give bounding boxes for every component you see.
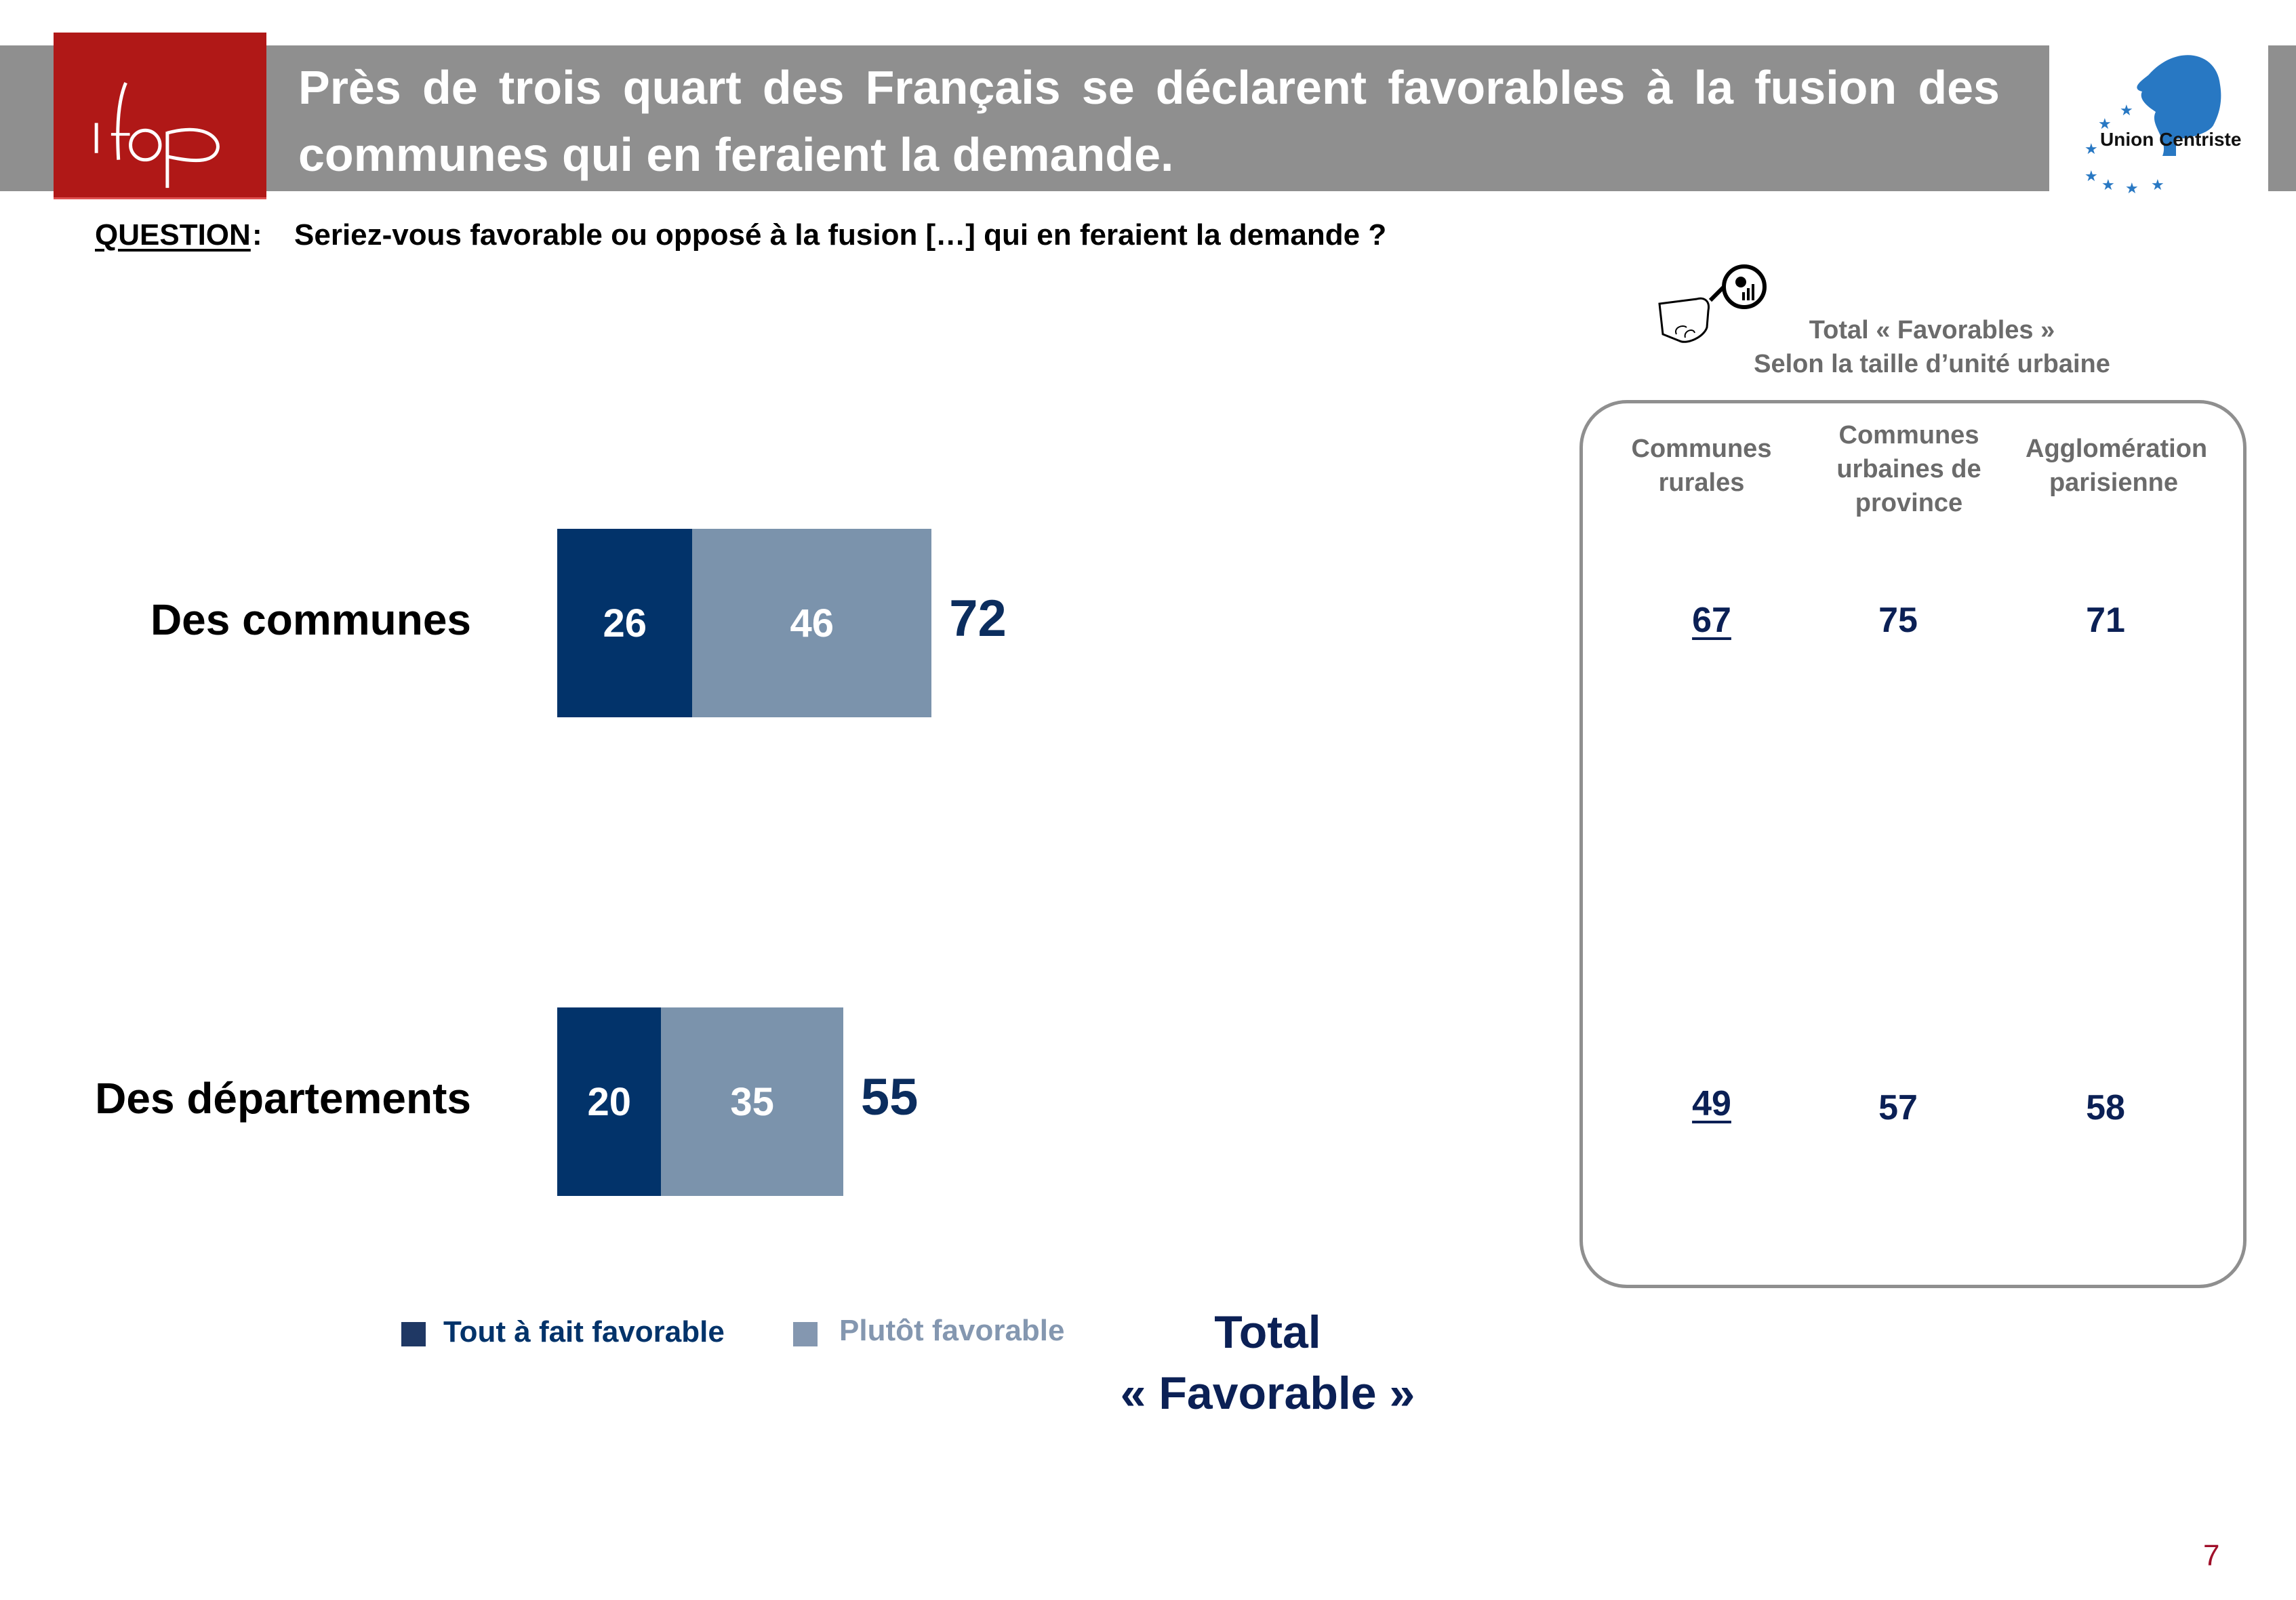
bar-segment-tout-a-fait: 20 [557,1007,662,1196]
magnifier-hand-icon [1646,260,1775,361]
union-centriste-logo: ★ ★ ★ ★ ★ ★ ★ [2074,37,2251,200]
column-header-agglomeration-parisienne: Agglomération parisienne [2026,432,2208,500]
bar-total-label: 55 [860,1068,919,1126]
bar-value-label: 26 [603,601,647,645]
question-text: Seriez-vous favorable ou opposé à la fus… [294,218,1387,252]
category-label: Des départements [95,1074,471,1123]
side-panel-title-line1: Total « Favorables » [1809,316,2055,344]
stacked-bar-chart: Des communes 26 46 72 Des départements 20 35 55 [95,529,1007,1196]
total-favorable-line2: « Favorable » [1120,1367,1415,1419]
slide-title: Près de trois quart des Français se décl… [298,61,2000,181]
bar-segment-plutot: 35 [661,1007,843,1196]
bar-value-label: 46 [790,601,834,645]
column-header-communes-urbaines: Communes urbaines de province [1821,418,1997,520]
svg-text:★: ★ [2084,168,2098,185]
cell-communes-rurales-communes: 67 [1692,601,1731,640]
svg-text:★: ★ [2098,116,2112,133]
header-band-right [2268,45,2296,191]
bar-segment-tout-a-fait: 26 [557,529,693,717]
column-header-line: rurales [1658,468,1745,497]
category-label: Des communes [150,595,471,644]
ifop-logo [54,33,266,199]
legend-swatch-tout-a-fait [401,1322,426,1346]
column-header-communes-rurales: Communes rurales [1613,432,1790,500]
svg-text:★: ★ [2120,102,2133,119]
side-panel-title: Total « Favorables » Selon la taille d’u… [1729,313,2135,381]
cell-communes-urbaines-departements: 57 [1878,1088,1918,1127]
svg-text:★: ★ [2084,141,2098,158]
column-header-line: parisienne [2049,468,2179,497]
ifop-logo-icon [94,82,220,188]
union-centriste-label: Union Centriste [2100,129,2242,150]
cell-communes-urbaines-communes: 75 [1878,601,1918,640]
bar-value-label: 35 [730,1079,774,1124]
side-panel-box [1579,400,2247,1288]
column-header-line: Communes [1838,421,1979,449]
legend-swatch-plutot [793,1322,818,1346]
column-header-line: province [1855,489,1963,517]
total-favorable-label: Total « Favorable » [1112,1302,1424,1424]
bar-value-label: 20 [587,1079,631,1124]
column-header-line: Agglomération [2026,435,2208,463]
bar-segment-plutot: 46 [692,529,932,717]
legend-label-tout-a-fait: Tout à fait favorable [443,1315,725,1348]
cell-agglomeration-departements: 58 [2086,1088,2125,1127]
svg-text:★: ★ [2125,180,2139,197]
page-number: 7 [2203,1539,2220,1572]
bar-total-label: 72 [949,590,1007,647]
side-panel-title-line2: Selon la taille d’unité urbaine [1754,350,2110,378]
svg-text:★: ★ [2151,177,2164,194]
total-favorable-line1: Total [1214,1306,1321,1358]
svg-text:★: ★ [2101,177,2115,194]
question-label: QUESTION [95,218,251,252]
cell-communes-rurales-departements: 49 [1692,1084,1731,1123]
column-header-line: Communes [1631,435,1772,463]
marianne-stars-icon: ★ ★ ★ ★ ★ ★ ★ [2084,55,2221,197]
cell-agglomeration-communes: 71 [2086,601,2125,640]
header-band [0,45,2049,191]
legend-label-plutot: Plutôt favorable [839,1314,1065,1347]
question-colon: : [252,218,262,252]
column-header-line: urbaines de [1836,455,1981,483]
